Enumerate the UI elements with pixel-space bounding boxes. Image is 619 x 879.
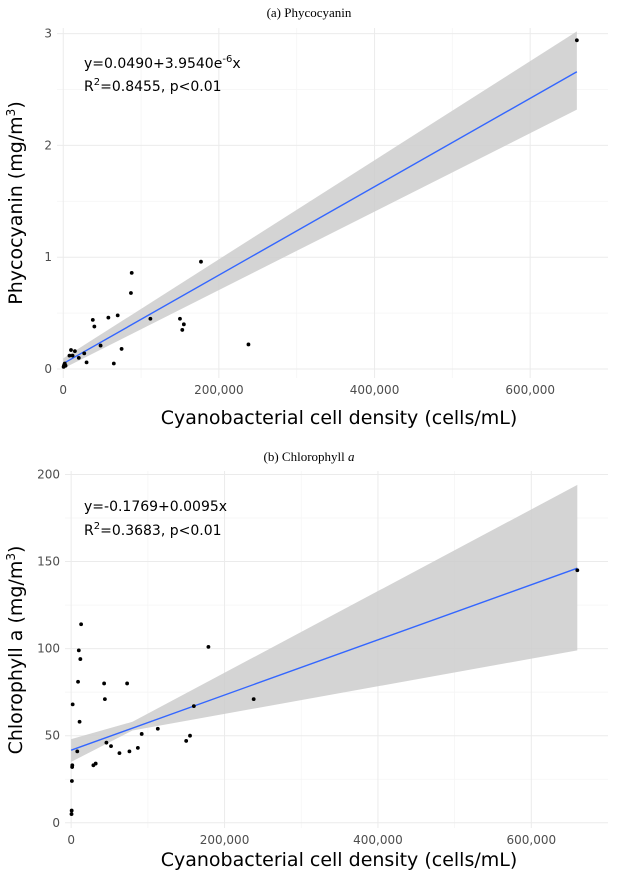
x-tick-label: 400,000 — [350, 383, 400, 397]
data-point — [191, 704, 196, 708]
y-tick-label: 0 — [52, 816, 60, 830]
data-point — [199, 259, 203, 264]
data-point — [69, 808, 74, 813]
data-point — [106, 315, 111, 320]
data-point — [246, 342, 251, 347]
data-point — [104, 740, 109, 745]
data-point — [93, 761, 98, 766]
confidence-band — [63, 31, 577, 369]
data-point — [77, 719, 82, 724]
regression-equation: y=-0.1769+0.0095x — [84, 499, 227, 515]
x-tick-label: 600,000 — [505, 383, 555, 397]
data-point — [70, 702, 75, 707]
r-squared-annotation: R2=0.8455, p<0.01 — [84, 77, 222, 95]
data-point — [75, 749, 80, 754]
x-tick-label: 200,000 — [200, 833, 250, 847]
x-axis-label: Cyanobacterial cell density (cells/mL) — [161, 407, 518, 429]
y-tick-label: 100 — [37, 642, 60, 656]
data-point — [102, 681, 107, 686]
panel-a-phycocyanin: (a) Phycocyanin 0 200,000 400,000 600,000 0 1 2… — [4, 5, 608, 429]
data-point — [90, 317, 95, 322]
data-point — [98, 343, 103, 348]
y-tick-label: 1 — [44, 250, 52, 264]
data-point — [72, 349, 77, 354]
data-point — [69, 348, 73, 352]
data-point — [119, 347, 124, 351]
confidence-band — [71, 484, 578, 762]
data-point — [76, 355, 81, 360]
data-point — [574, 38, 579, 43]
y-axis-label: Phycocyanin (mg/m3) — [4, 101, 27, 305]
data-point — [135, 745, 140, 750]
data-point — [129, 291, 133, 295]
regression-line — [62, 71, 578, 365]
data-point — [148, 316, 153, 321]
data-point — [111, 361, 116, 366]
y-tick-label: 3 — [44, 27, 52, 41]
x-tick-label: 0 — [67, 833, 75, 847]
y-tick-label: 150 — [37, 555, 60, 569]
data-point — [251, 697, 256, 702]
data-point — [70, 353, 75, 358]
data-point — [129, 270, 134, 275]
data-point — [76, 648, 81, 653]
regression-line — [70, 567, 578, 751]
panel-title: (b) Chlorophyll a — [264, 449, 356, 464]
data-point — [76, 679, 80, 684]
data-point — [181, 322, 186, 327]
data-point — [575, 568, 580, 573]
y-tick-label: 200 — [37, 467, 60, 481]
data-point — [79, 622, 84, 627]
data-point — [206, 644, 211, 649]
x-axis-label: Cyanobacterial cell density (cells/mL) — [161, 849, 518, 871]
y-tick-label: 2 — [44, 138, 52, 152]
data-point — [78, 657, 83, 661]
x-tick-label: 600,000 — [506, 833, 556, 847]
y-axis-label: Chlorophyll a (mg/m3) — [4, 546, 27, 755]
data-point — [92, 324, 97, 329]
panel-b-chlorophyll-a: (b) Chlorophyll a 0 200,000 400,000 600,000 0… — [4, 449, 608, 871]
x-tick-label: 0 — [59, 383, 67, 397]
regression-equation: y=0.0490+3.9540e-6x — [84, 54, 241, 72]
y-tick-label: 0 — [44, 362, 52, 376]
panel-title: (a) Phycocyanin — [267, 5, 352, 20]
data-point — [178, 316, 182, 321]
data-point — [125, 681, 130, 686]
y-tick-label: 50 — [45, 729, 60, 743]
data-point — [127, 749, 132, 754]
x-tick-label: 400,000 — [353, 833, 403, 847]
data-point — [82, 351, 87, 356]
data-points — [61, 38, 579, 369]
data-point — [180, 328, 185, 332]
data-point — [184, 739, 189, 743]
r-squared-annotation: R2=0.3683, p<0.01 — [84, 521, 222, 539]
data-point — [67, 353, 72, 358]
data-point — [70, 763, 75, 768]
data-point — [70, 779, 74, 783]
data-point — [63, 363, 68, 368]
data-point — [102, 697, 107, 702]
data-point — [188, 733, 192, 738]
data-point — [115, 313, 120, 318]
data-point — [84, 360, 89, 365]
data-point — [139, 732, 144, 736]
data-point — [117, 751, 122, 756]
data-points — [69, 568, 580, 816]
data-point — [109, 744, 113, 749]
data-point — [155, 726, 160, 731]
x-tick-label: 200,000 — [194, 383, 244, 397]
data-point — [69, 812, 74, 816]
